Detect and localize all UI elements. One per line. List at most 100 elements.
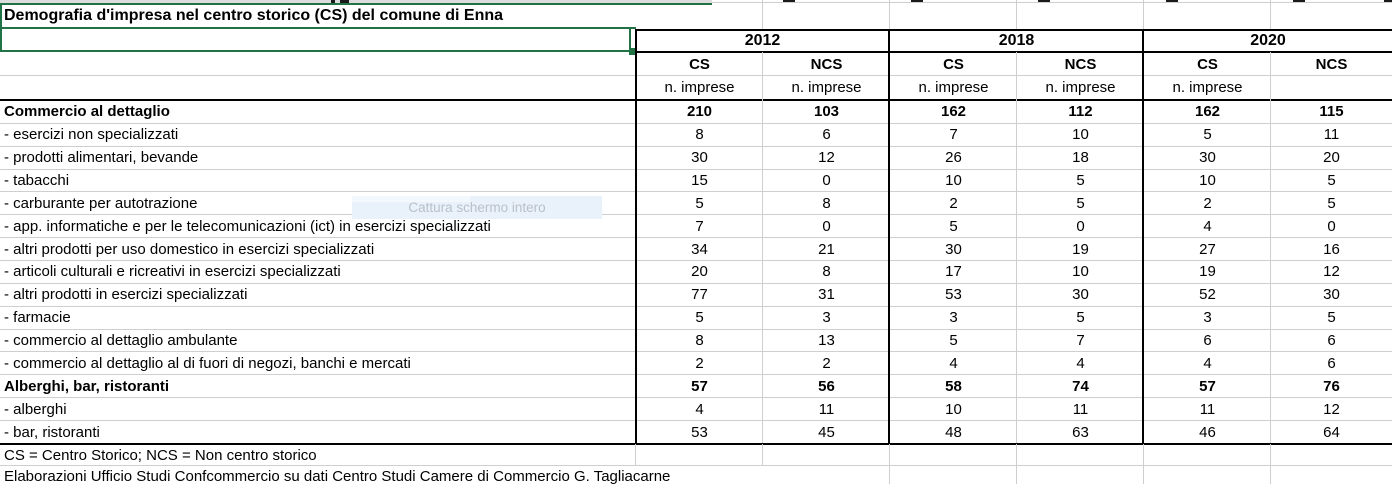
cell-value[interactable]: 5: [695, 194, 704, 212]
cell-value[interactable]: 8: [822, 263, 831, 281]
cell-value[interactable]: 10: [945, 172, 962, 189]
cell-value[interactable]: 18: [1072, 149, 1089, 167]
cell-value[interactable]: 19: [1072, 240, 1089, 258]
cell-value[interactable]: 10: [945, 400, 962, 418]
cell-value[interactable]: 20: [1323, 149, 1340, 167]
row-label[interactable]: - farmacie: [4, 309, 71, 327]
cell-value[interactable]: 0: [1327, 217, 1336, 235]
cell-value[interactable]: 30: [1072, 286, 1089, 304]
cell-value[interactable]: 46: [1199, 423, 1216, 441]
cell-value[interactable]: 115: [1319, 103, 1344, 121]
cell-value[interactable]: 27: [1199, 240, 1216, 258]
cell-value[interactable]: 3: [822, 309, 831, 327]
cell-value[interactable]: 5: [1076, 194, 1085, 212]
cell-value[interactable]: 8: [822, 194, 831, 212]
cell-value[interactable]: 45: [818, 423, 835, 441]
cell-value[interactable]: 10: [1199, 172, 1216, 189]
cell-value[interactable]: 31: [818, 286, 835, 304]
row-label[interactable]: - app. informatiche e per le telecomunic…: [4, 217, 491, 235]
cell-value[interactable]: 7: [695, 217, 704, 235]
cell-value[interactable]: 2: [949, 194, 958, 212]
row-label[interactable]: - esercizi non specializzati: [4, 126, 179, 144]
row-label[interactable]: - tabacchi: [4, 172, 70, 189]
cell-value[interactable]: 5: [1327, 309, 1336, 327]
cell-value[interactable]: 26: [945, 149, 962, 167]
row-label[interactable]: - commercio al dettaglio ambulante: [4, 332, 238, 350]
cell-value[interactable]: 76: [1323, 377, 1340, 395]
cell-value[interactable]: 2: [695, 354, 704, 372]
cell-value[interactable]: 19: [1199, 263, 1216, 281]
cell-value[interactable]: 11: [1199, 400, 1216, 418]
row-label[interactable]: - bar, ristoranti: [4, 423, 100, 441]
cell-value[interactable]: 0: [822, 217, 831, 235]
unit-label[interactable]: n. imprese: [791, 79, 862, 96]
unit-label[interactable]: n. imprese: [664, 79, 735, 96]
cell-value[interactable]: 52: [1199, 286, 1216, 304]
cell-value[interactable]: 15: [691, 172, 708, 189]
cell-value[interactable]: 11: [1072, 400, 1089, 418]
cell-value[interactable]: 21: [818, 240, 835, 258]
cell-value[interactable]: 3: [1203, 309, 1212, 327]
cell-value[interactable]: 5: [1076, 172, 1085, 189]
cell-value[interactable]: 57: [1199, 377, 1216, 395]
footnote-legend[interactable]: CS = Centro Storico; NCS = Non centro st…: [4, 447, 317, 464]
cell-value[interactable]: 4: [1203, 354, 1212, 372]
cell-value[interactable]: 4: [949, 354, 958, 372]
cell-value[interactable]: 103: [813, 103, 840, 121]
cell-value[interactable]: 74: [1072, 377, 1089, 395]
cell-value[interactable]: 10: [1072, 263, 1089, 281]
cell-value[interactable]: 5: [1327, 172, 1336, 189]
cell-value[interactable]: 30: [945, 240, 962, 258]
cell-value[interactable]: 30: [1323, 286, 1340, 304]
selection-fill-handle[interactable]: [629, 48, 636, 55]
cell-value[interactable]: 77: [691, 286, 708, 304]
row-label[interactable]: - altri prodotti in esercizi specializza…: [4, 286, 248, 304]
cell-value[interactable]: 7: [1076, 332, 1085, 350]
cell-value[interactable]: 4: [1203, 217, 1212, 235]
year-header-2018[interactable]: 2018: [998, 32, 1035, 49]
cell-value[interactable]: 10: [1072, 126, 1089, 144]
unit-label[interactable]: n. imprese: [918, 79, 989, 96]
col-header-ncs[interactable]: NCS: [1315, 56, 1348, 73]
cell-value[interactable]: 11: [1323, 126, 1340, 144]
cell-value[interactable]: 64: [1323, 423, 1340, 441]
cell-value[interactable]: 6: [1327, 332, 1336, 350]
cell-value[interactable]: 5: [949, 217, 958, 235]
cell-value[interactable]: 34: [691, 240, 708, 258]
cell-value[interactable]: 0: [822, 172, 831, 189]
cell-value[interactable]: 5: [1203, 126, 1212, 144]
cell-value[interactable]: 210: [686, 103, 713, 121]
row-label[interactable]: - altri prodotti per uso domestico in es…: [4, 240, 375, 258]
cell-value[interactable]: 12: [1323, 263, 1340, 281]
col-header-ncs[interactable]: NCS: [810, 56, 843, 73]
cell-value[interactable]: 57: [691, 377, 708, 395]
cell-value[interactable]: 5: [949, 332, 958, 350]
year-header-2020[interactable]: 2020: [1250, 32, 1286, 49]
cell-value[interactable]: 12: [1323, 400, 1340, 418]
cell-value[interactable]: 48: [945, 423, 962, 441]
col-header-cs[interactable]: CS: [689, 56, 710, 73]
sheet-title-cell[interactable]: Demografia d'impresa nel centro storico …: [4, 7, 504, 24]
cell-value[interactable]: 162: [940, 103, 967, 121]
unit-label[interactable]: n. imprese: [1172, 79, 1243, 96]
cell-value[interactable]: 12: [818, 149, 835, 167]
row-label[interactable]: Commercio al dettaglio: [4, 103, 170, 121]
col-header-cs[interactable]: CS: [1197, 56, 1218, 73]
col-header-cs[interactable]: CS: [943, 56, 964, 73]
row-label[interactable]: - carburante per autotrazione: [4, 194, 198, 212]
cell-value[interactable]: 6: [822, 126, 831, 144]
cell-value[interactable]: 5: [695, 309, 704, 327]
row-label[interactable]: Alberghi, bar, ristoranti: [4, 377, 170, 395]
row-label[interactable]: - alberghi: [4, 400, 67, 418]
cell-value[interactable]: 5: [1327, 194, 1336, 212]
year-header-2012[interactable]: 2012: [744, 32, 781, 49]
cell-value[interactable]: 17: [945, 263, 962, 281]
cell-value[interactable]: 162: [1194, 103, 1221, 121]
cell-value[interactable]: 2: [822, 354, 831, 372]
cell-value[interactable]: 4: [695, 400, 704, 418]
cell-value[interactable]: 8: [695, 126, 704, 144]
row-label[interactable]: - prodotti alimentari, bevande: [4, 149, 199, 167]
cell-value[interactable]: 30: [1199, 149, 1216, 167]
cell-value[interactable]: 6: [1203, 332, 1212, 350]
cell-value[interactable]: 63: [1072, 423, 1089, 441]
